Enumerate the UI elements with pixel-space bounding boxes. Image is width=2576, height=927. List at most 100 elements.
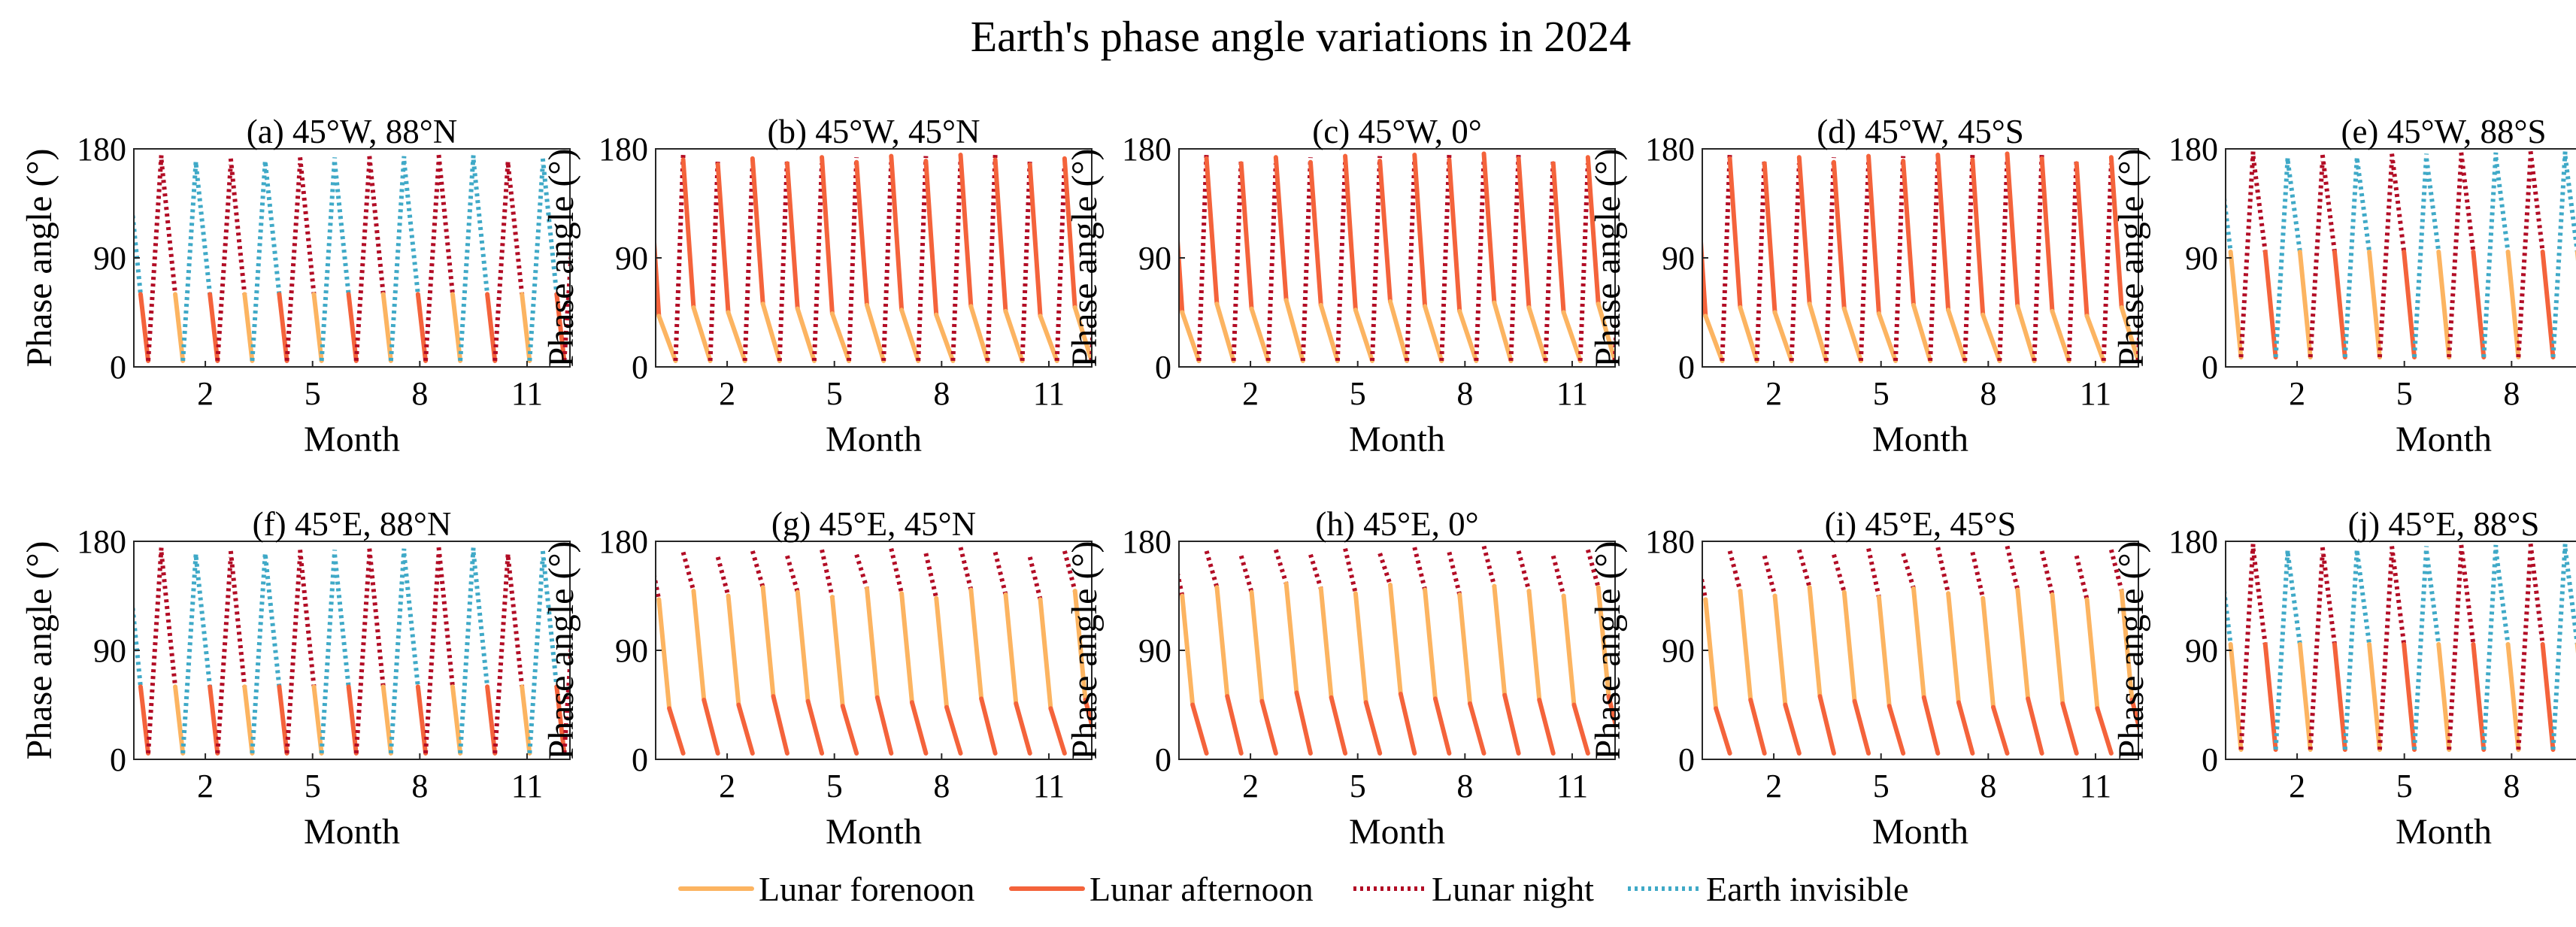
series-segment-forenoon: [865, 302, 886, 363]
series-segment-invisible: [2354, 552, 2372, 645]
series-segment-night: [1962, 154, 1975, 362]
series-group: [2226, 150, 2576, 360]
y-axis-label: Phase angle (°): [20, 541, 59, 759]
series-segment-invisible: [2550, 151, 2568, 358]
x-tick-label: 2: [1765, 375, 1782, 412]
series-segment-night: [1405, 160, 1417, 362]
series-segment-night: [1928, 160, 1941, 362]
series-segment-afternoon: [1179, 228, 1185, 315]
y-tick-label: 90: [2185, 632, 2218, 669]
series-segment-night: [750, 550, 765, 589]
series-segment-forenoon: [1388, 299, 1410, 363]
series-segment-night: [1650, 162, 1657, 361]
series-segment-afternoon: [1273, 155, 1289, 303]
series-segment-forenoon: [1353, 307, 1375, 363]
series-segment-night: [1901, 553, 1916, 589]
series-segment-forenoon: [1633, 309, 1650, 361]
series-segment-forenoon: [520, 684, 532, 756]
series-segment-afternoon: [1363, 700, 1383, 756]
series-segment-invisible: [2481, 544, 2499, 750]
x-tick-label: 2: [2289, 375, 2305, 412]
series-segment-invisible: [388, 548, 407, 754]
series-segment-forenoon: [450, 292, 463, 363]
series-group: [1179, 545, 1657, 756]
series-segment-forenoon: [2297, 249, 2313, 360]
series-segment-forenoon: [795, 589, 811, 704]
series-segment-forenoon: [1003, 308, 1025, 363]
panels: 0 90 180 2 5 8 11 (a) 45°W, 88°N Month Phase angl…: [20, 113, 2576, 852]
series-segment-forenoon: [1180, 310, 1202, 363]
x-tick-label: 8: [2503, 768, 2520, 804]
series-segment-night: [228, 158, 247, 295]
series-segment-afternoon: [1571, 702, 1590, 756]
series-segment-forenoon: [1980, 595, 1996, 710]
series-segment-night: [1447, 551, 1462, 595]
panel-title: (c) 45°W, 0°: [1312, 113, 1482, 150]
x-tick-label: 8: [411, 375, 428, 412]
series-segment-forenoon: [1423, 304, 1444, 363]
x-tick-label: 5: [305, 375, 321, 412]
series-segment-forenoon: [1214, 585, 1230, 699]
series-segment-night: [159, 159, 178, 295]
series-segment-afternoon: [1120, 705, 1134, 753]
series-segment-forenoon: [1738, 305, 1759, 363]
series-segment-afternoon: [715, 162, 731, 315]
panel-h: 0 90 180 2 5 8 11 (h) 45°E, 0° Month Phase angle …: [1065, 505, 1657, 852]
series-segment-afternoon: [784, 161, 800, 311]
series-segment-night: [1412, 547, 1428, 591]
series-segment-afternoon: [2471, 249, 2487, 360]
y-tick-label: 0: [1678, 741, 1695, 778]
x-tick-label: 2: [719, 375, 735, 412]
series-segment-night: [1823, 157, 1836, 362]
x-axis-label: Month: [826, 420, 922, 459]
series-segment-afternoon: [485, 292, 498, 363]
series-segment-afternoon: [554, 292, 567, 363]
series-segment-afternoon: [1377, 159, 1393, 304]
x-tick-label: 8: [411, 768, 428, 804]
series-segment-forenoon: [1876, 311, 1899, 363]
series-segment-night: [353, 162, 372, 362]
series-segment-afternoon: [1447, 157, 1462, 314]
series-segment-forenoon: [899, 307, 921, 363]
series-segment-forenoon: [2084, 597, 2100, 711]
series-segment-invisible: [262, 556, 282, 687]
series-segment-night: [284, 556, 303, 754]
series-segment-forenoon: [1318, 302, 1340, 363]
series-segment-forenoon: [2228, 641, 2244, 753]
series-segment-night: [1377, 553, 1393, 586]
series-segment-night: [1126, 163, 1134, 361]
series-segment-night: [492, 159, 511, 362]
series-segment-forenoon: [2228, 249, 2244, 360]
series-segment-afternoon: [1398, 692, 1417, 756]
series-segment-invisible: [402, 160, 420, 295]
series-segment-night: [680, 551, 696, 592]
series-segment-invisible: [134, 596, 143, 687]
series-segment-night: [2101, 163, 2114, 362]
y-tick-label: 90: [1138, 240, 1171, 277]
series-segment-invisible: [2354, 159, 2372, 253]
x-tick-label: 2: [197, 768, 214, 804]
series-segment-night: [367, 548, 386, 687]
x-tick-label: 11: [1556, 375, 1588, 412]
series-segment-afternoon: [1204, 156, 1220, 307]
series-segment-night: [881, 162, 894, 362]
series-segment-night: [423, 553, 441, 754]
series-segment-afternoon: [1644, 701, 1657, 753]
series-segment-invisible: [2424, 550, 2441, 645]
series-segment-night: [2528, 150, 2545, 253]
series-segment-afternoon: [208, 292, 220, 363]
series-segment-invisible: [2424, 158, 2441, 253]
series-segment-night: [2320, 547, 2337, 645]
series-segment-forenoon: [1772, 593, 1788, 707]
series-segment-forenoon: [795, 306, 817, 363]
panel-title: (g) 45°E, 45°N: [771, 505, 976, 543]
series-segment-forenoon: [2436, 249, 2452, 360]
series-segment-forenoon: [1946, 307, 1968, 363]
series-segment-night: [436, 154, 455, 295]
y-axis-label: Phase angle (°): [1588, 541, 1628, 759]
series-segment-night: [159, 552, 178, 687]
series-segment-invisible: [2285, 160, 2302, 253]
series-segment-forenoon: [2367, 249, 2382, 360]
series-segment-afternoon: [1970, 157, 1986, 317]
